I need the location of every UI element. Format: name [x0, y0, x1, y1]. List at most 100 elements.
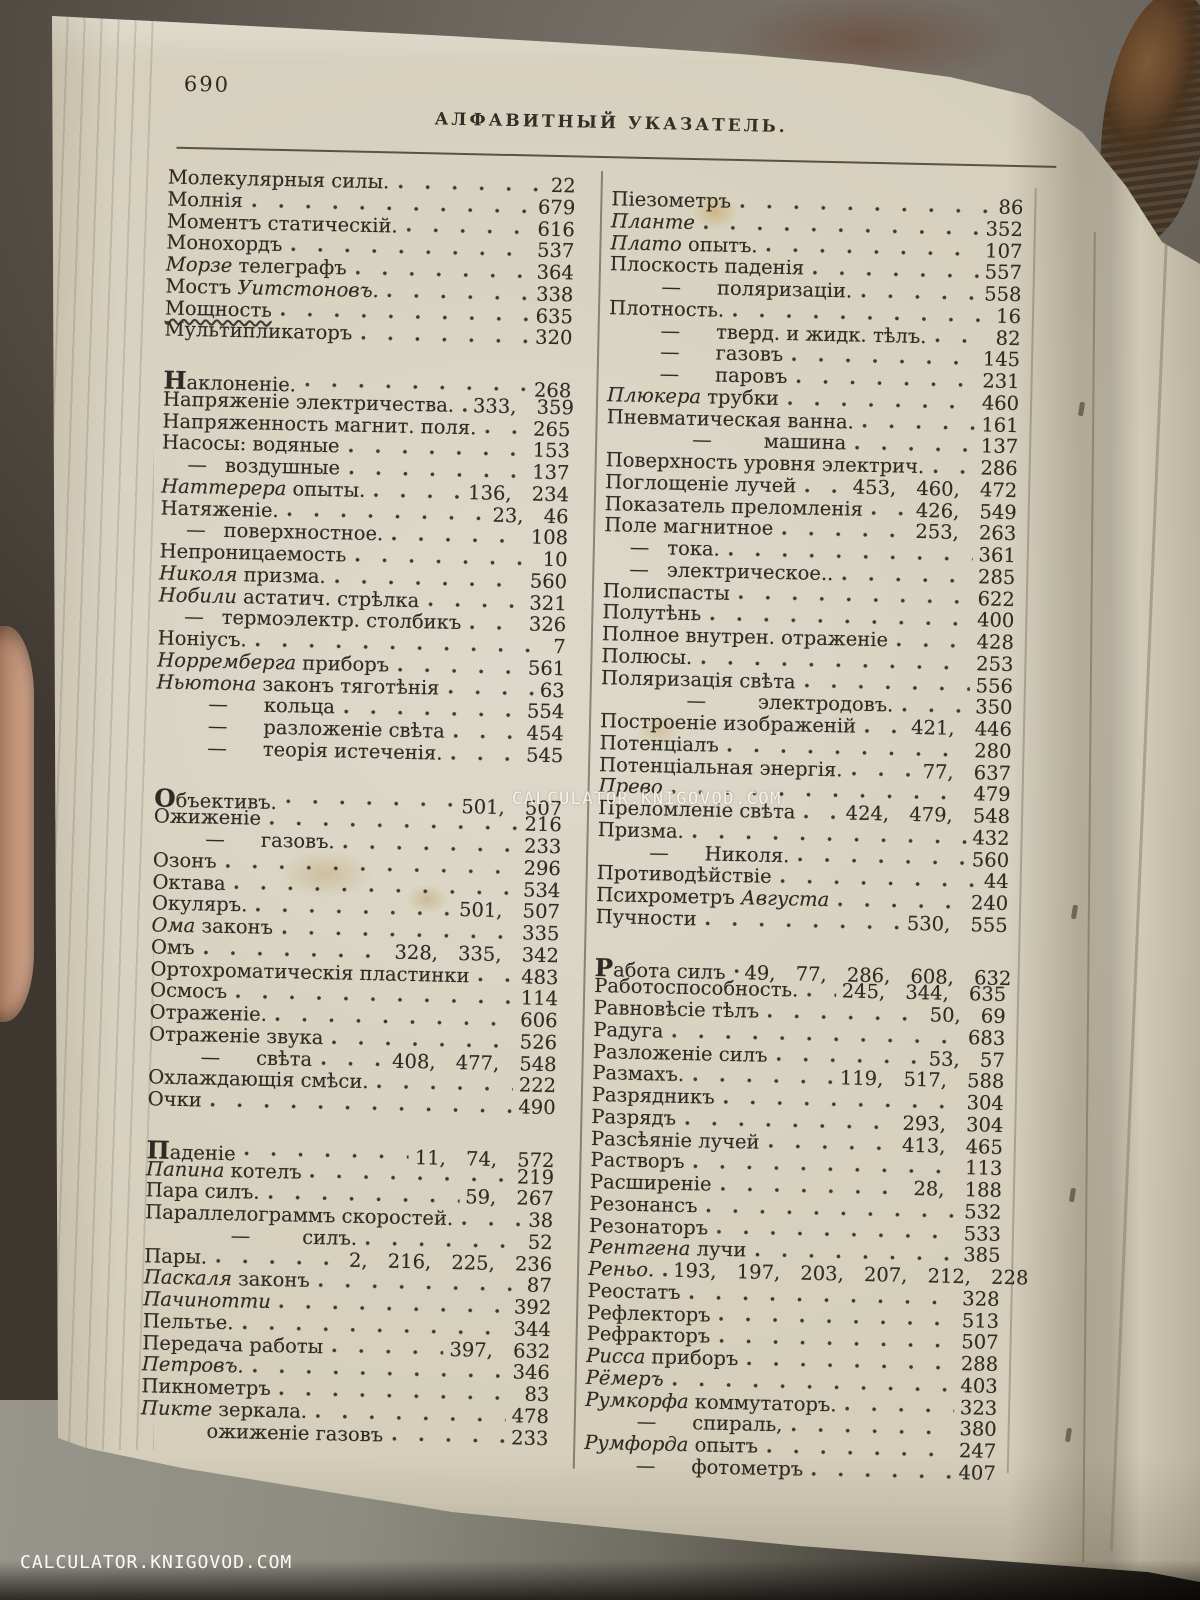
entry-pages: 501, 507 — [458, 898, 561, 924]
entry-pages: 136, 234 — [467, 480, 570, 507]
entry-pages: 288 — [960, 1352, 999, 1376]
entry-label: Омъ — [151, 935, 195, 959]
dot-leader — [780, 879, 978, 888]
dash-mark: — — [230, 1223, 251, 1248]
entry-text: котелъ — [224, 1158, 302, 1184]
entry-pages: 10 — [542, 547, 568, 572]
entry-pages: 561 — [527, 656, 566, 681]
dot-leader — [845, 1406, 954, 1414]
index-section: Наклоненіе. 268 Напряженіе электричества. 3… — [155, 365, 575, 767]
entry-pages: 245, 344, 635 — [841, 979, 1007, 1007]
entry-pages: 233 — [523, 834, 562, 859]
entry-label: Плоскость паденія — [610, 252, 805, 279]
title-rule — [176, 146, 1057, 168]
entry-pages: 616 — [537, 217, 576, 241]
entry-pages: 153 — [532, 438, 571, 463]
dot-leader — [387, 292, 531, 300]
index-section: Объективъ. 501, 507 Ожиженіе 216— газовъ. 233… — [147, 783, 563, 1120]
entry-text: Натяженіе. — [160, 495, 280, 522]
entry-name-italic: Папина — [145, 1156, 225, 1182]
entry-pages: 534 — [522, 877, 561, 902]
entry-label: Радуга — [593, 1018, 664, 1043]
dot-leader — [318, 1283, 521, 1292]
entry-label: теорія истеченія. — [263, 737, 443, 764]
entry-label: Октава — [152, 870, 226, 895]
entry-label: Озонъ — [153, 848, 217, 872]
dot-leader — [216, 1259, 343, 1266]
entry-pages: 145 — [982, 347, 1021, 372]
dot-leader — [355, 270, 531, 279]
entry-pages: 335 — [521, 921, 560, 946]
entry-pages: 286 — [980, 456, 1018, 481]
entry-text: ожиженіе газовъ — [206, 1419, 384, 1447]
stain — [692, 194, 738, 230]
dash-mark: — — [200, 1044, 221, 1069]
dot-leader — [462, 407, 468, 412]
dot-leader — [861, 293, 979, 300]
entry-pages: 23, 46 — [492, 503, 569, 528]
entry-text: законъ — [195, 914, 274, 939]
entry-pages: 7 — [553, 635, 566, 659]
dot-leader — [287, 512, 487, 521]
dash-mark: — — [207, 714, 228, 738]
entry-pages: 253, 263 — [915, 520, 1017, 546]
entry-label: Отраженіе звука — [149, 1022, 324, 1049]
dot-leader — [392, 536, 525, 544]
entry-name-italic: Морзе — [165, 252, 233, 277]
dot-leader — [334, 578, 524, 587]
entry-pages: 622 — [977, 586, 1016, 611]
entry-pages: 323 — [959, 1395, 998, 1420]
entry-label: кольца — [264, 694, 336, 719]
dot-leader — [768, 1013, 924, 1021]
entry-text: кольца — [263, 693, 336, 719]
entry-pages: 490 — [518, 1095, 556, 1120]
entry-pages: 421, 446 — [910, 715, 1013, 742]
dash-mark: — — [659, 362, 680, 386]
entry-label: Мультипликаторъ — [164, 318, 352, 345]
entry-label: поляризаціи. — [717, 277, 853, 303]
entry-pages: 83 — [524, 1382, 550, 1407]
entry-pages: 219 — [516, 1164, 555, 1189]
entry-text: опытъ. — [681, 232, 758, 257]
watermark-center: CALCULATOR.KNIGOVOD.COM — [512, 789, 782, 809]
dash-mark: — — [648, 840, 669, 865]
dot-leader — [361, 335, 530, 344]
entry-text: Омъ — [150, 935, 195, 960]
entry-text: поляризаціи. — [716, 276, 853, 303]
dot-leader — [842, 575, 973, 583]
entry-pages: 364 — [536, 260, 575, 285]
entry-pages: 222 — [518, 1073, 557, 1098]
entry-pages: 408, 477, 548 — [391, 1049, 557, 1076]
entry-pages: 216 — [524, 812, 563, 837]
dot-leader — [738, 595, 972, 605]
entry-pages: 350 — [974, 695, 1013, 720]
entry-pages: 231 — [982, 369, 1020, 394]
dot-leader — [804, 683, 970, 692]
entry-pages: 606 — [520, 1008, 558, 1033]
dot-leader — [281, 929, 517, 940]
entry-pages: 432 — [972, 825, 1010, 850]
dot-leader — [776, 1057, 923, 1065]
entry-pages: 679 — [537, 195, 576, 220]
entry-pages: 400 — [976, 608, 1015, 633]
entry-text: Озонъ — [152, 848, 217, 873]
entry-label: Плотность. — [609, 296, 725, 322]
index-section: Молекулярныя силы. 22 Молнія 679 Моментъ ста… — [164, 166, 576, 350]
entry-text: трубки — [700, 384, 780, 410]
dot-leader — [902, 707, 970, 714]
dot-leader — [374, 492, 463, 499]
dot-leader — [865, 728, 906, 734]
entry-label: Румфорда опытъ — [584, 1431, 758, 1458]
dot-leader — [693, 1077, 834, 1085]
dot-leader — [684, 1120, 897, 1130]
entry-pages: 63 — [539, 678, 565, 702]
stain — [636, 714, 680, 746]
entry-pages: 530, 555 — [906, 911, 1008, 937]
entry-pages: 346 — [512, 1360, 551, 1385]
entry-label: Осмосъ — [150, 979, 228, 1004]
dot-leader — [766, 247, 980, 257]
entry-text: опыты. — [286, 476, 366, 502]
dot-leader — [348, 448, 527, 457]
entry-text: Отраженіе звука — [148, 1022, 324, 1049]
entry-text: Призма. — [597, 817, 685, 843]
